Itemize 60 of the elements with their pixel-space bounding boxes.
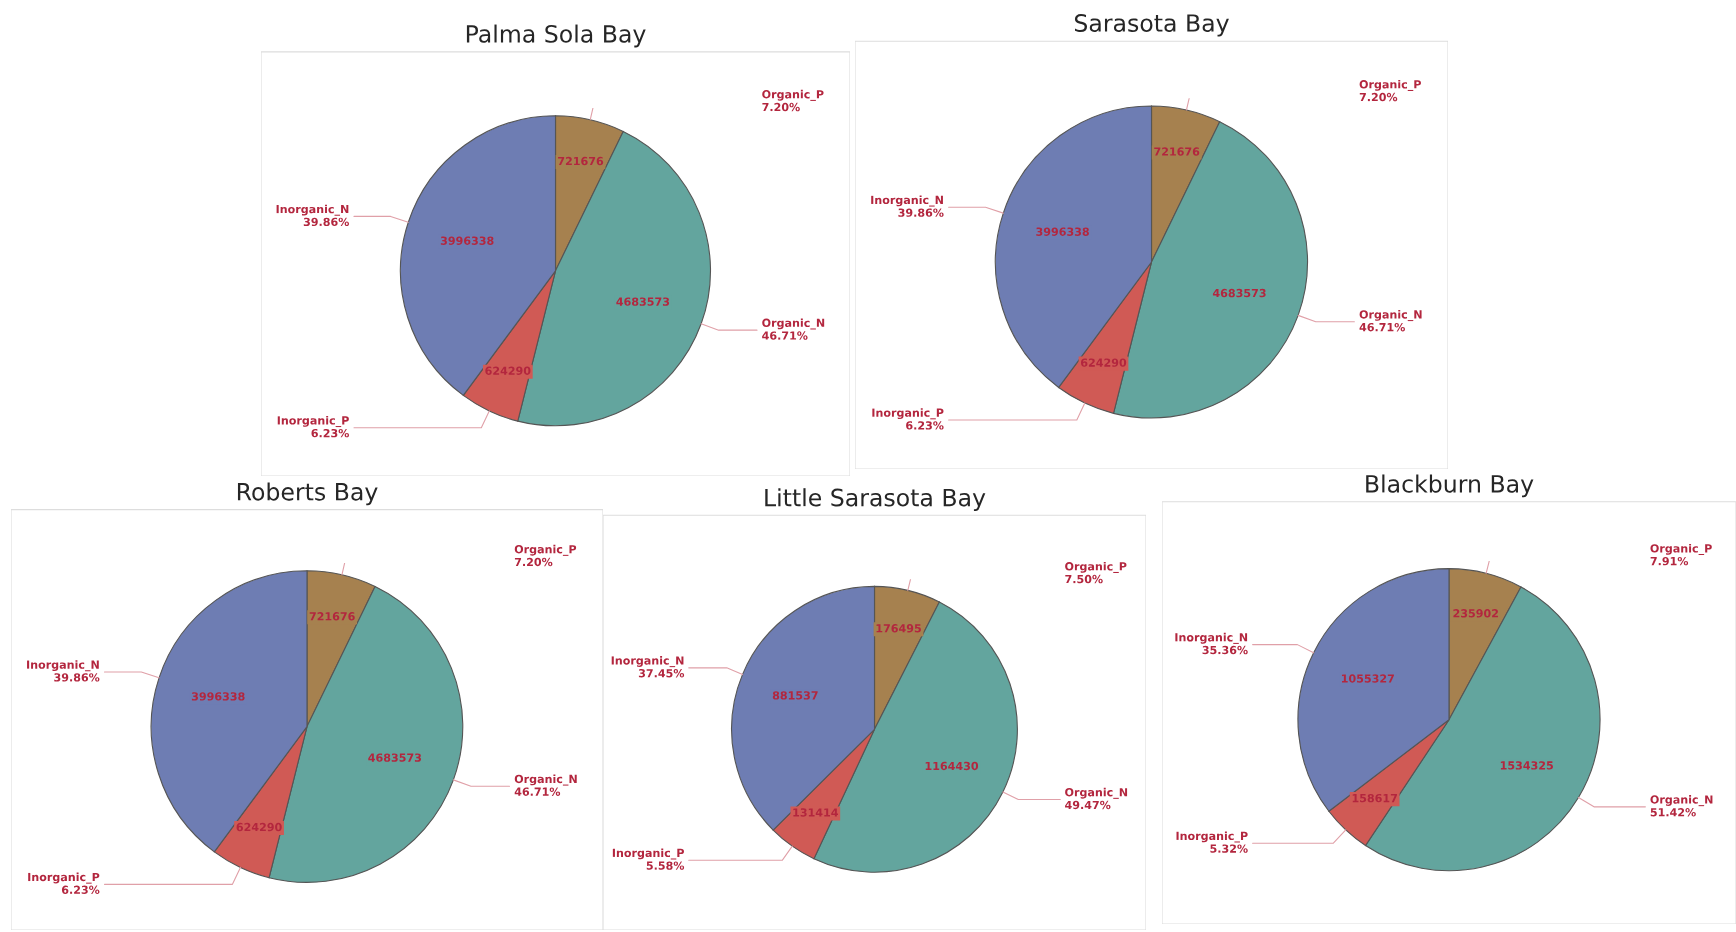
data-label: 881537 <box>772 691 818 700</box>
data-label: 176495 <box>876 624 921 633</box>
data-label: 235902 <box>1453 609 1498 618</box>
text: 7.20% <box>762 102 800 112</box>
data-label: 721676 <box>309 612 355 621</box>
slice-label: Organic_N <box>514 774 577 786</box>
text: 39.86% <box>54 673 100 682</box>
slice-label: Organic_N <box>1359 310 1422 322</box>
data-label: 3996338 <box>440 236 494 245</box>
slice-label: Organic_N <box>762 318 825 330</box>
text: 46.71% <box>514 787 561 796</box>
slice-label: Organic_N <box>1065 787 1128 799</box>
slice-label: Inorganic_N <box>1175 632 1248 644</box>
data-label: 721676 <box>558 156 604 166</box>
data-label: 1055327 <box>1341 674 1394 683</box>
data-label: 3996338 <box>191 692 245 701</box>
slice-label: Organic_P <box>1650 543 1712 556</box>
data-label: 4683573 <box>368 753 422 762</box>
text: 5.58% <box>646 861 685 870</box>
text: 35.36% <box>1202 645 1248 655</box>
chart-title: Sarasota Bay <box>1074 14 1229 37</box>
text: 6.23% <box>311 428 349 438</box>
slice-label: Organic_P <box>1065 561 1127 573</box>
text: 51.42% <box>1650 808 1696 817</box>
chart-title: Blackburn Bay <box>1366 474 1534 498</box>
slice-label: Organic_P <box>514 544 577 556</box>
slice-label: Inorganic_N <box>276 204 349 216</box>
text: 39.86% <box>898 208 944 217</box>
slice-label: Inorganic_P <box>612 848 684 860</box>
slice-label: Organic_P <box>762 89 824 101</box>
text: 37.45% <box>638 669 685 678</box>
text: 39.86% <box>303 217 349 227</box>
data-label: 4683573 <box>616 297 670 306</box>
text: 7.50% <box>1065 574 1103 584</box>
slice-label: Inorganic_P <box>1176 831 1248 843</box>
text: 6.23% <box>906 421 944 430</box>
slice-label: Organic_P <box>1359 79 1421 91</box>
data-label: 4683573 <box>1212 288 1266 298</box>
text: 6.23% <box>61 885 100 894</box>
text: 46.71% <box>762 331 808 340</box>
data-label: 1534325 <box>1500 761 1553 770</box>
slice-label: Inorganic_P <box>872 408 944 420</box>
text: 49.47% <box>1065 800 1111 810</box>
slice-label: Inorganic_P <box>28 872 100 884</box>
text: 5.32% <box>1210 844 1248 853</box>
slice-label: Inorganic_N <box>611 656 684 668</box>
data-label: 1164430 <box>925 761 979 771</box>
slice-label: Inorganic_N <box>871 195 943 207</box>
slice-label: Inorganic_N <box>27 660 99 672</box>
text: 7.20% <box>1359 92 1398 102</box>
data-label: 721676 <box>1154 147 1200 156</box>
chart-title: Little Sarasota Bay <box>765 488 986 512</box>
slice-label: Inorganic_P <box>277 416 349 428</box>
slice-label: Organic_N <box>1650 795 1713 807</box>
text: 46.71% <box>1359 322 1405 332</box>
text: 7.91% <box>1650 556 1689 566</box>
data-label: 3996338 <box>1036 227 1089 236</box>
text: 7.20% <box>514 557 553 567</box>
chart-title: Roberts Bay <box>237 482 378 506</box>
chart-title: Palma Sola Bay <box>466 24 646 48</box>
